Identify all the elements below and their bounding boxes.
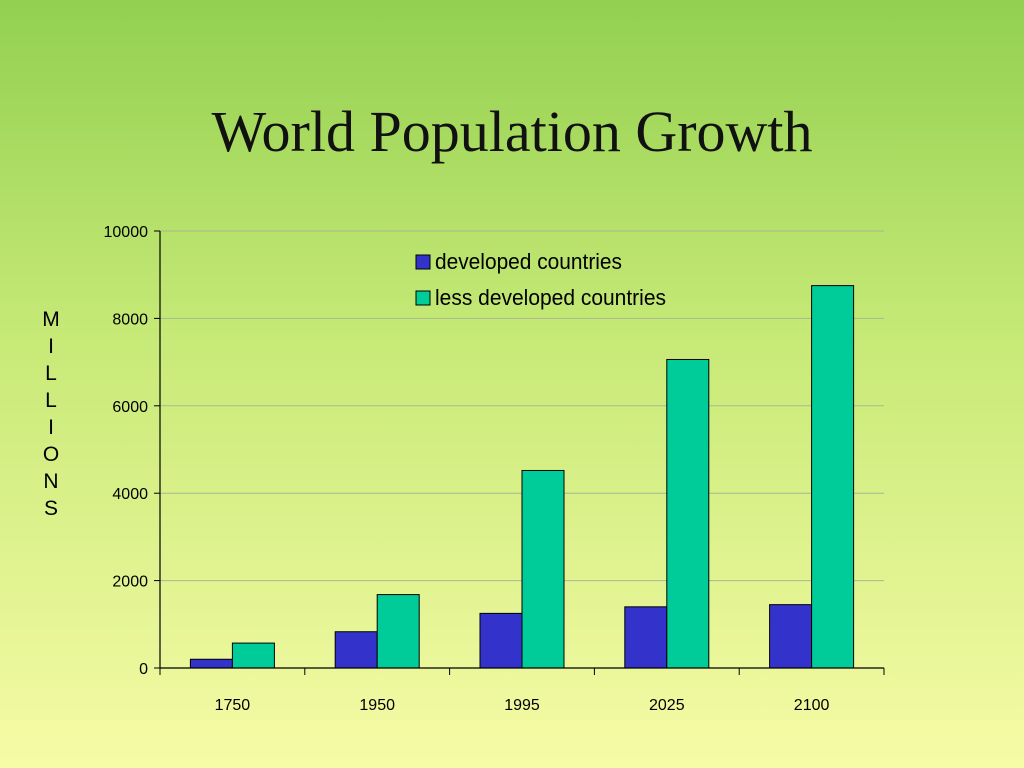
legend-swatch: [415, 290, 431, 306]
bar-less-developed-2100: [811, 285, 855, 669]
x-tick-label: 2025: [649, 697, 685, 714]
bar-developed-1995: [479, 612, 523, 669]
y-tick-label: 2000: [112, 574, 148, 591]
x-tick-label: 1995: [504, 697, 540, 714]
y-tick-label: 6000: [112, 399, 148, 416]
legend-label: less developed countries: [435, 285, 666, 310]
y-tick-label: 0: [139, 661, 148, 678]
bar-developed-2100: [769, 604, 813, 669]
slide-title: World Population Growth: [211, 99, 813, 164]
bar-less-developed-2025: [666, 358, 710, 669]
bar-less-developed-1995: [521, 469, 565, 669]
bar-developed-2025: [624, 606, 668, 669]
y-axis-label-letter: S: [43, 497, 58, 520]
y-tick-label: 4000: [112, 486, 148, 503]
y-tick-label: 8000: [112, 311, 148, 328]
legend-swatch: [415, 254, 431, 270]
y-axis-label-letter: I: [48, 335, 54, 358]
bar-less-developed-1750: [231, 642, 275, 669]
x-tick-label: 1950: [359, 697, 395, 714]
y-axis-label-letter: L: [45, 389, 57, 412]
bar-developed-1750: [189, 658, 233, 669]
x-tick-label: 2100: [794, 697, 830, 714]
y-axis-label-letter: N: [43, 470, 59, 493]
y-axis-label-letter: I: [48, 416, 54, 439]
y-axis-label-letter: L: [45, 362, 57, 385]
y-tick-label: 10000: [104, 224, 149, 241]
bar-less-developed-1950: [376, 594, 420, 669]
x-tick-label: 1750: [215, 697, 251, 714]
y-axis-label-letter: M: [42, 308, 60, 331]
y-axis-label-letter: O: [42, 443, 60, 466]
legend-label: developed countries: [435, 249, 622, 274]
bar-developed-1950: [334, 631, 378, 669]
